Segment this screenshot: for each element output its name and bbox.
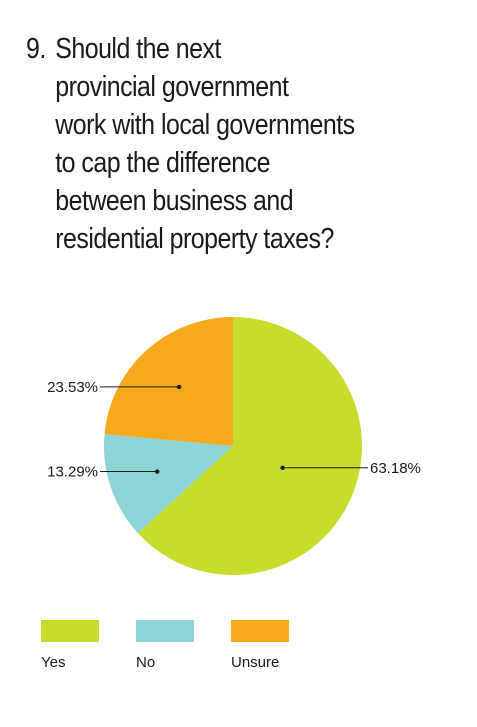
data-label-no: 13.29% <box>47 464 98 481</box>
legend-label-unsure: Unsure <box>231 654 280 671</box>
legend-label-yes: Yes <box>41 654 66 671</box>
legend-item-unsure: Unsure <box>231 620 291 671</box>
data-label-unsure: 23.53% <box>47 379 98 396</box>
data-label-yes: 63.18% <box>370 460 421 477</box>
leader-dot-yes <box>280 465 285 470</box>
pie-slice-no <box>103 434 233 534</box>
question-number: 9. <box>26 33 46 65</box>
legend-item-yes: Yes <box>41 620 101 671</box>
question-text: Should the next provincial government wo… <box>55 33 355 255</box>
legend-swatch-no <box>136 620 194 642</box>
pie-slice-unsure <box>104 317 233 446</box>
pie-data-labels: 63.18% 13.29% 23.53% <box>47 379 421 481</box>
legend-swatch-yes <box>41 620 99 642</box>
legend-swatch-unsure <box>231 620 289 642</box>
pie-slice-yes <box>137 317 362 575</box>
legend-item-no: No <box>136 620 196 671</box>
legend-label-no: No <box>136 654 156 671</box>
pie-slices <box>103 317 362 575</box>
